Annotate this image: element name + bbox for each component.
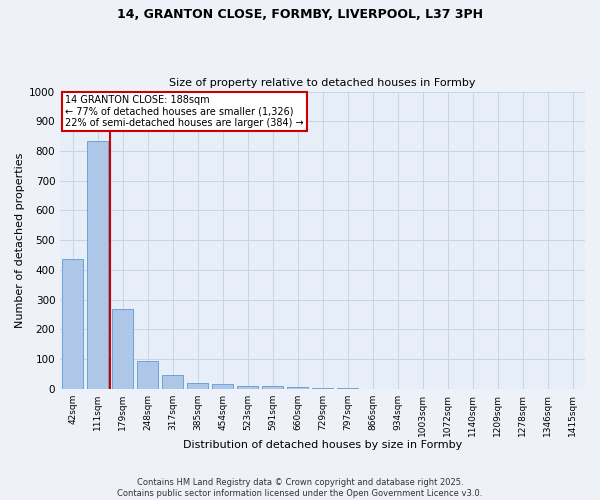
Title: Size of property relative to detached houses in Formby: Size of property relative to detached ho… xyxy=(169,78,476,88)
Bar xyxy=(137,360,158,389)
Bar xyxy=(262,386,283,389)
Bar xyxy=(87,141,108,389)
Bar xyxy=(337,388,358,389)
Bar xyxy=(62,259,83,389)
Text: Contains HM Land Registry data © Crown copyright and database right 2025.
Contai: Contains HM Land Registry data © Crown c… xyxy=(118,478,482,498)
Text: 14, GRANTON CLOSE, FORMBY, LIVERPOOL, L37 3PH: 14, GRANTON CLOSE, FORMBY, LIVERPOOL, L3… xyxy=(117,8,483,20)
Bar xyxy=(162,375,183,389)
Bar xyxy=(237,386,258,389)
Bar xyxy=(287,388,308,389)
Bar xyxy=(112,308,133,389)
Bar xyxy=(187,383,208,389)
Text: 14 GRANTON CLOSE: 188sqm
← 77% of detached houses are smaller (1,326)
22% of sem: 14 GRANTON CLOSE: 188sqm ← 77% of detach… xyxy=(65,94,304,128)
X-axis label: Distribution of detached houses by size in Formby: Distribution of detached houses by size … xyxy=(183,440,462,450)
Bar xyxy=(212,384,233,389)
Y-axis label: Number of detached properties: Number of detached properties xyxy=(15,152,25,328)
Bar xyxy=(312,388,333,389)
